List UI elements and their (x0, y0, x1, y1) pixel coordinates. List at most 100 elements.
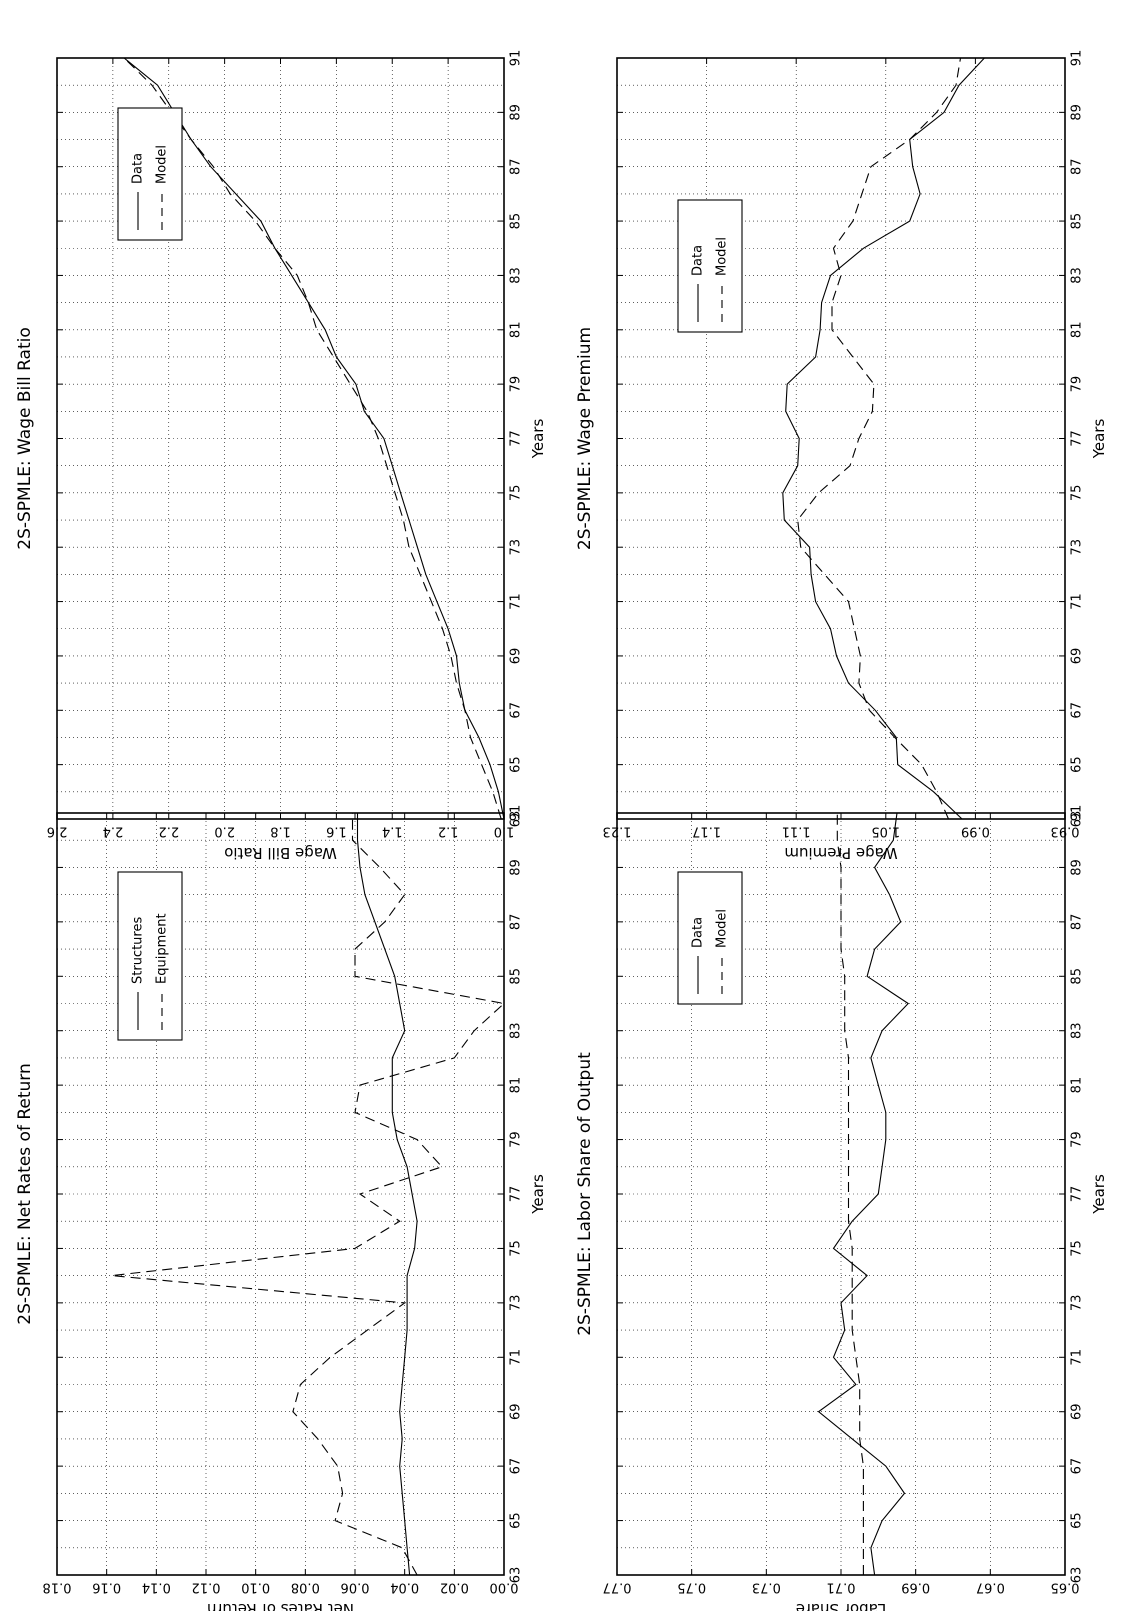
x-axis-label: Years (529, 1174, 547, 1215)
x-tick-label: 79 (1070, 376, 1085, 393)
y-tick-label: 1.17 (692, 824, 721, 839)
y-tick-label: 0.75 (677, 1580, 706, 1595)
x-tick-label: 89 (1070, 104, 1085, 121)
legend-label-structures: Structures (131, 917, 146, 984)
y-tick-label: 2.0 (214, 824, 235, 839)
x-tick-label: 77 (1070, 430, 1085, 447)
series-line-data (123, 57, 505, 820)
x-tick-label: 87 (509, 158, 524, 175)
y-tick-label: 0.18 (43, 1580, 72, 1595)
y-tick-label: 1.4 (382, 824, 403, 839)
y-tick-label: 1.0 (494, 824, 515, 839)
x-tick-label: 89 (1070, 859, 1085, 876)
series-line-model (797, 57, 962, 820)
y-tick-label: 1.05 (871, 824, 900, 839)
x-tick-label: 67 (509, 1458, 524, 1475)
x-tick-label: 65 (1070, 756, 1085, 773)
x-tick-label: 75 (1070, 1240, 1085, 1257)
legend-label-model: Model (715, 237, 730, 276)
x-tick-label: 81 (509, 1077, 524, 1094)
y-tick-label: 0.10 (241, 1580, 270, 1595)
x-tick-label: 91 (509, 50, 524, 67)
x-tick-label: 67 (1070, 702, 1085, 719)
x-tick-label: 73 (1070, 1295, 1085, 1312)
x-tick-label: 73 (509, 1295, 524, 1312)
x-tick-label: 69 (509, 1403, 524, 1420)
chart-title: 2S-SPMLE: Labor Share of Output (575, 1052, 595, 1336)
y-tick-label: 2.6 (47, 824, 68, 839)
y-tick-label: 0.69 (901, 1580, 930, 1595)
y-tick-label: 0.67 (976, 1580, 1005, 1595)
x-tick-label: 85 (1070, 968, 1085, 985)
x-tick-label: 83 (509, 1022, 524, 1039)
x-tick-label: 71 (1070, 593, 1085, 610)
x-tick-label: 75 (509, 485, 524, 502)
x-axis-label: Years (1090, 1174, 1108, 1215)
x-tick-label: 83 (1070, 1022, 1085, 1039)
x-tick-label: 65 (1070, 1512, 1085, 1529)
x-tick-label: 65 (509, 756, 524, 773)
x-tick-label: 83 (1070, 267, 1085, 284)
y-tick-label: 0.73 (752, 1580, 781, 1595)
labor-share-chart: 63 65 67 69 71 73 75 77 79 81 83 85 87 89 91 0.65 0.67 0.… (575, 805, 1108, 1611)
x-tick-label: 79 (1070, 1131, 1085, 1148)
legend-label-model: Model (155, 145, 170, 184)
x-tick-label: 75 (509, 1240, 524, 1257)
y-tick-label: 0.99 (961, 824, 990, 839)
chart-title: 2S-SPMLE: Net Rates of Return (15, 1063, 35, 1324)
x-tick-label: 83 (509, 267, 524, 284)
x-tick-label: 71 (1070, 1349, 1085, 1366)
y-tick-label: 0.00 (490, 1580, 519, 1595)
x-tick-label: 91 (1070, 805, 1085, 822)
x-tick-label: 85 (1070, 213, 1085, 230)
series-line-equipment (111, 813, 506, 1576)
x-tick-label: 89 (509, 104, 524, 121)
wage-premium-chart: 63 65 67 69 71 73 75 77 79 81 83 85 87 89 91 0.93 0.99 1.… (575, 50, 1108, 862)
chart-title: 2S-SPMLE: Wage Premium (575, 327, 595, 550)
legend-box (677, 871, 743, 1005)
legend-label-data: Data (131, 153, 146, 184)
x-tick-label: 69 (1070, 1403, 1085, 1420)
x-tick-label: 85 (509, 213, 524, 230)
x-tick-label: 91 (1070, 50, 1085, 67)
x-tick-label: 81 (1070, 322, 1085, 339)
y-axis-label: Net Rates of Return (207, 1600, 354, 1611)
x-tick-label: 75 (1070, 485, 1085, 502)
series-line-data (817, 812, 910, 1576)
y-tick-label: 2.2 (158, 824, 179, 839)
x-tick-label: 73 (1070, 539, 1085, 556)
wage-bill-ratio-chart: 63 65 67 69 71 73 75 77 79 81 83 85 87 89 91 1.0 1.2 1.4 1… (15, 50, 547, 862)
series-line-model (123, 57, 502, 820)
y-tick-label: 0.65 (1051, 1580, 1080, 1595)
x-tick-label: 65 (509, 1512, 524, 1529)
x-tick-label: 63 (509, 811, 524, 828)
x-tick-label: 67 (1070, 1458, 1085, 1475)
y-tick-label: 0.08 (291, 1580, 320, 1595)
x-tick-label: 77 (509, 1186, 524, 1203)
x-tick-label: 81 (509, 322, 524, 339)
x-tick-label: 71 (509, 593, 524, 610)
x-tick-label: 63 (509, 1567, 524, 1584)
legend-label-model: Model (715, 909, 730, 948)
x-tick-label: 71 (509, 1349, 524, 1366)
net-rates-of-return-chart: 63 65 67 69 71 73 75 77 79 81 83 85 87 89 91 0.00 0.02 0.… (15, 805, 547, 1611)
x-tick-label: 85 (509, 968, 524, 985)
series-line-structures (356, 813, 418, 1576)
x-tick-label: 69 (509, 648, 524, 665)
x-tick-label: 87 (1070, 158, 1085, 175)
y-tick-label: 1.2 (438, 824, 459, 839)
x-tick-label: 87 (509, 914, 524, 931)
x-axis-label: Years (1090, 419, 1108, 460)
y-tick-label: 0.06 (341, 1580, 370, 1595)
x-tick-label: 79 (509, 1131, 524, 1148)
y-tick-label: 0.71 (827, 1580, 856, 1595)
legend-label-data: Data (691, 917, 706, 948)
legend-box (117, 871, 183, 1041)
x-tick-label: 89 (509, 859, 524, 876)
x-tick-label: 69 (1070, 648, 1085, 665)
x-tick-label: 63 (1070, 811, 1085, 828)
y-axis-label: Labor Share (796, 1600, 886, 1611)
x-tick-label: 87 (1070, 914, 1085, 931)
legend-box (677, 199, 743, 333)
